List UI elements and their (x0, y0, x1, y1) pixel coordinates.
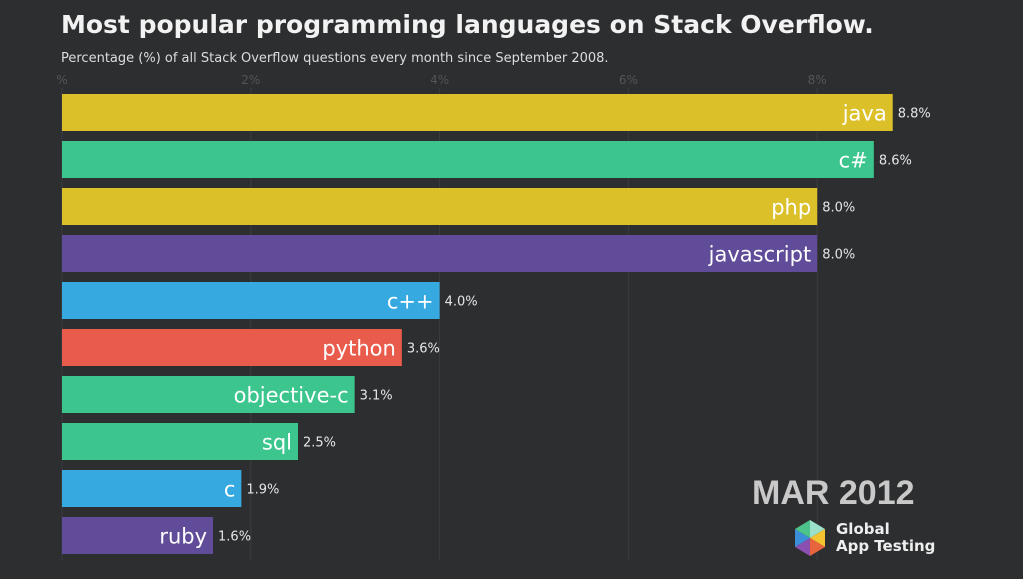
bar-name-label: python (322, 337, 395, 361)
bar-name-label: objective-c (234, 384, 349, 408)
bar-ruby (62, 517, 214, 554)
bar-value-label: 1.9% (246, 483, 279, 498)
bar-value-label: 8.8% (898, 107, 931, 122)
tick-label: 6% (619, 73, 638, 87)
chart-title: Most popular programming languages on St… (61, 10, 874, 39)
tick-label: 2% (241, 73, 260, 87)
tick-label: 8% (808, 73, 827, 87)
bar-value-label: 8.6% (879, 154, 912, 169)
bar-value-label: 8.0% (822, 201, 855, 216)
bar-value-label: 3.1% (360, 389, 393, 404)
bar-c++ (62, 282, 440, 319)
bar-value-label: 8.0% (822, 248, 855, 263)
bar-name-label: c++ (387, 290, 434, 314)
bar-name-label: javascript (708, 243, 812, 267)
bar-name-label: php (771, 196, 811, 220)
bar-objective-c (62, 376, 355, 413)
tick-label: % (56, 73, 67, 87)
logo-line1: Global (836, 520, 890, 538)
bar-name-label: c# (839, 149, 868, 173)
bar-python (62, 329, 402, 366)
tick-label: 4% (430, 73, 449, 87)
bar-name-label: c (224, 478, 236, 502)
bar-php (62, 188, 818, 225)
chart-subtitle: Percentage (%) of all Stack Overflow que… (61, 51, 609, 66)
bar-value-label: 1.6% (218, 530, 251, 545)
logo-line2: App Testing (836, 537, 936, 555)
bar-value-label: 2.5% (303, 436, 336, 451)
bar-java (62, 94, 893, 131)
hexagon-logo-icon (795, 520, 825, 556)
global-app-testing-logo: Global App Testing (790, 518, 935, 558)
bar-c (62, 470, 242, 507)
bar-javascript (62, 235, 818, 272)
bar-name-label: java (842, 102, 887, 126)
date-label: MAR 2012 (752, 474, 915, 512)
bar-c# (62, 141, 874, 178)
bar-sql (62, 423, 298, 460)
bar-name-label: ruby (159, 525, 207, 549)
bar-value-label: 3.6% (407, 342, 440, 357)
bar-name-label: sql (262, 431, 292, 455)
bar-value-label: 4.0% (445, 295, 478, 310)
